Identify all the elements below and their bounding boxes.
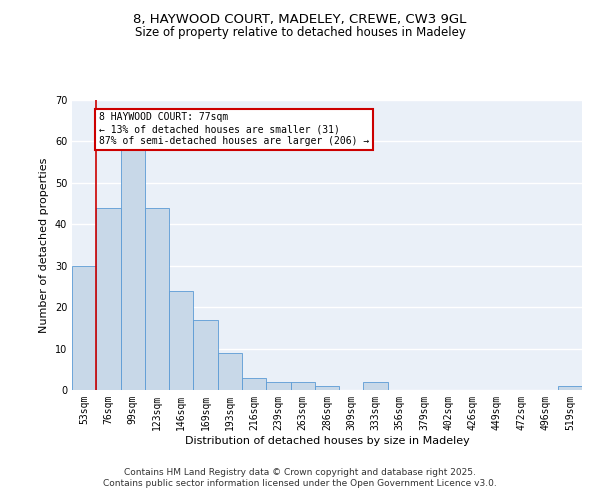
Text: Size of property relative to detached houses in Madeley: Size of property relative to detached ho… bbox=[134, 26, 466, 39]
Y-axis label: Number of detached properties: Number of detached properties bbox=[39, 158, 49, 332]
Text: Contains HM Land Registry data © Crown copyright and database right 2025.
Contai: Contains HM Land Registry data © Crown c… bbox=[103, 468, 497, 487]
Bar bbox=[169, 290, 193, 390]
Bar bbox=[242, 378, 266, 390]
Bar bbox=[558, 386, 582, 390]
Bar bbox=[121, 146, 145, 390]
Bar bbox=[145, 208, 169, 390]
Bar bbox=[266, 382, 290, 390]
Text: 8 HAYWOOD COURT: 77sqm
← 13% of detached houses are smaller (31)
87% of semi-det: 8 HAYWOOD COURT: 77sqm ← 13% of detached… bbox=[99, 112, 369, 146]
Text: 8, HAYWOOD COURT, MADELEY, CREWE, CW3 9GL: 8, HAYWOOD COURT, MADELEY, CREWE, CW3 9G… bbox=[133, 12, 467, 26]
Bar bbox=[315, 386, 339, 390]
X-axis label: Distribution of detached houses by size in Madeley: Distribution of detached houses by size … bbox=[185, 436, 469, 446]
Bar bbox=[193, 320, 218, 390]
Bar bbox=[96, 208, 121, 390]
Bar bbox=[72, 266, 96, 390]
Bar bbox=[364, 382, 388, 390]
Bar bbox=[290, 382, 315, 390]
Bar bbox=[218, 352, 242, 390]
